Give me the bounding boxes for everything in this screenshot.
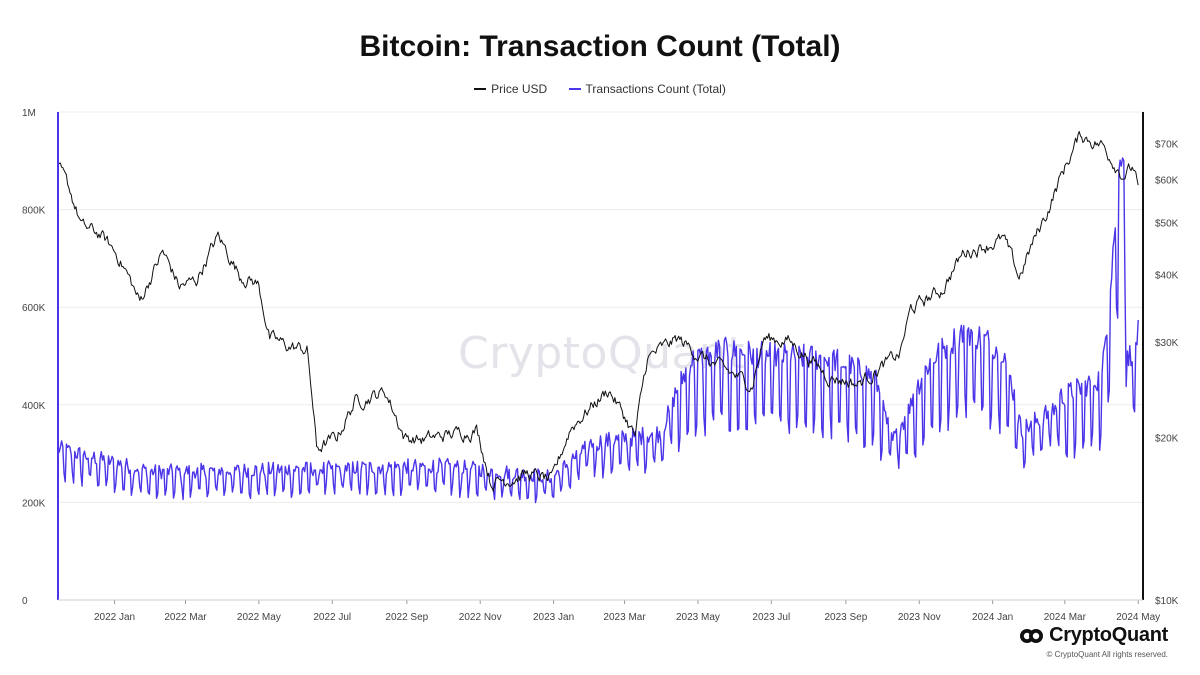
copyright-text: © CryptoQuant All rights reserved. [1046, 650, 1169, 659]
y-left-tick-label: 800K [22, 206, 46, 217]
y-right-tick-label: $50K [1155, 218, 1179, 229]
x-tick-label: 2022 Mar [164, 612, 207, 623]
brand: CryptoQuant [1019, 624, 1168, 647]
watermark: CryptoQuant [458, 328, 746, 379]
transactions-line [57, 157, 1139, 504]
y-right-tick-label: $40K [1155, 271, 1179, 282]
y-right-tick-label: $30K [1155, 338, 1179, 349]
y-axis-right: $10K $20K $30K $40K $50K $60K $70K [1155, 139, 1179, 607]
y-left-tick-label: 200K [22, 498, 46, 509]
y-right-tick-label: $60K [1155, 176, 1179, 187]
legend-item-price[interactable]: Price USD [474, 82, 547, 96]
brand-name: CryptoQuant [1049, 624, 1168, 646]
y-axis-left: 0 200K 400K 600K 800K 1M [22, 108, 46, 607]
x-tick-label: 2022 May [237, 612, 281, 623]
y-left-tick-label: 600K [22, 303, 46, 314]
legend-swatch-price [474, 88, 487, 90]
x-tick-label: 2023 Sep [824, 612, 867, 623]
x-tick-label: 2022 Jan [94, 612, 135, 623]
series-price [57, 131, 1139, 492]
price-line [57, 131, 1139, 492]
legend: Price USD Transactions Count (Total) [0, 79, 1200, 96]
y-left-tick-label: 0 [22, 596, 28, 607]
x-tick-label: 2022 Nov [459, 612, 502, 623]
x-tick-label: 2023 Nov [898, 612, 941, 623]
axis-lines [57, 112, 1144, 601]
x-tick-label: 2022 Jul [313, 612, 351, 623]
brand-logo-icon [1020, 628, 1044, 643]
y-right-tick-label: $70K [1155, 139, 1179, 150]
legend-swatch-transactions [568, 88, 581, 90]
series-transactions [57, 157, 1139, 504]
legend-item-transactions[interactable]: Transactions Count (Total) [568, 82, 726, 96]
y-left-tick-label: 400K [22, 401, 46, 412]
legend-label-transactions: Transactions Count (Total) [585, 82, 726, 96]
x-tick-label: 2022 Sep [385, 612, 428, 623]
y-right-tick-label: $20K [1155, 433, 1179, 444]
legend-label-price: Price USD [491, 82, 548, 96]
chart-title: Bitcoin: Transaction Count (Total) [359, 30, 841, 63]
x-axis: 2022 Jan 2022 Mar 2022 May 2022 Jul 2022 Sep… [94, 600, 1160, 623]
x-tick-label: 2023 May [676, 612, 720, 623]
x-tick-label: 2023 Jul [752, 612, 790, 623]
x-tick-label: 2024 Mar [1044, 612, 1087, 623]
x-tick-label: 2024 May [1116, 612, 1160, 623]
y-left-tick-label: 1M [22, 108, 36, 119]
x-tick-label: 2023 Mar [603, 612, 646, 623]
x-tick-label: 2024 Jan [972, 612, 1013, 623]
x-tick-label: 2023 Jan [533, 612, 574, 623]
y-right-tick-label: $10K [1155, 596, 1179, 607]
